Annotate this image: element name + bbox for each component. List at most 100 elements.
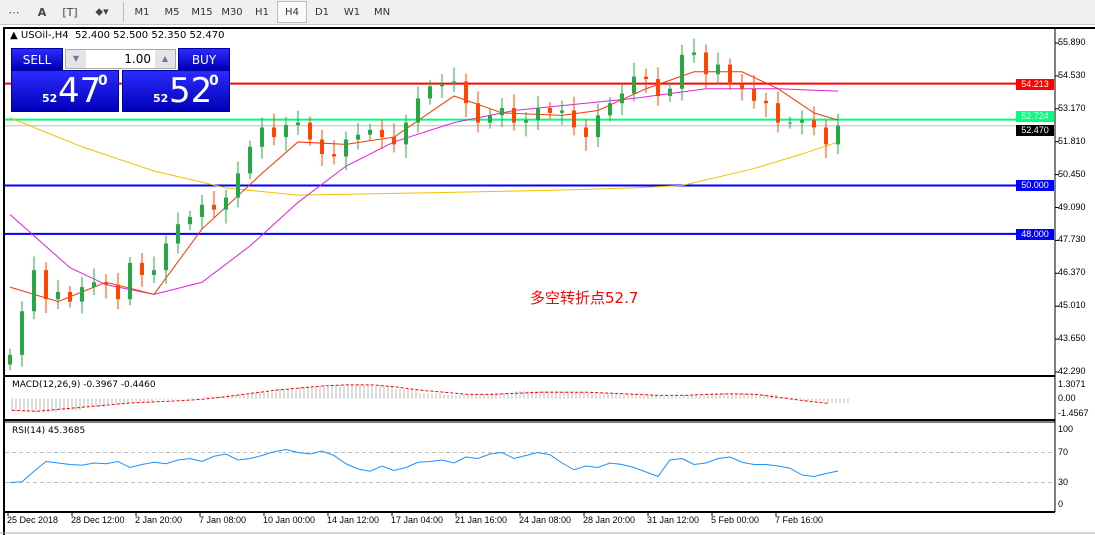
chart-title: ▲ USOil-,H4 52.400 52.500 52.350 52.470 (10, 30, 225, 41)
candle-body (8, 354, 12, 365)
rsi-tick-label: 70 (1058, 446, 1069, 457)
timeframe-mn[interactable]: MN (373, 6, 391, 18)
rsi-tick-label: 100 (1058, 424, 1074, 434)
candle-body (572, 110, 576, 128)
text-A-icon[interactable]: A (37, 5, 47, 19)
candle-body (356, 134, 360, 140)
buy-button[interactable]: BUY (178, 48, 230, 70)
candle-body (272, 127, 276, 138)
price-tick-label: 55.890 (1058, 37, 1086, 47)
candle-body (488, 115, 492, 123)
timeframe-h1[interactable]: H1 (255, 6, 269, 18)
buy-price[interactable]: 52 52 0 (122, 70, 230, 112)
sell-price-small: 52 (42, 92, 58, 105)
timeframe-m5[interactable]: M5 (164, 6, 180, 18)
timeframe-m1[interactable]: M1 (134, 6, 150, 18)
level-tag-pivot: 52.724 (1016, 110, 1054, 122)
time-tick-label: 28 Jan 20:00 (583, 515, 636, 525)
sell-price[interactable]: 52 47 0 (11, 70, 119, 112)
timeframe-h4[interactable]: H4 (277, 1, 307, 23)
candle-body (68, 291, 72, 302)
candle-body (668, 88, 672, 96)
candle-body (812, 120, 816, 128)
sell-button[interactable]: SELL (11, 48, 63, 70)
candle-body (80, 287, 84, 302)
candle-body (740, 83, 744, 89)
candle-body (428, 86, 432, 99)
candle-body (404, 122, 408, 145)
time-tick-label: 17 Jan 04:00 (391, 515, 444, 525)
price-tick-label: 49.090 (1058, 201, 1086, 212)
ma-slow-line (9, 117, 839, 196)
timeframe-bar: M1 M5 M15 M30 H1 H4 D1 W1 MN (127, 1, 397, 23)
timeframe-w1[interactable]: W1 (343, 6, 361, 18)
candle-body (824, 127, 828, 145)
candle-body (344, 139, 348, 157)
candle-body (368, 129, 372, 135)
sell-price-big: 47 (58, 71, 102, 111)
buy-price-big: 52 (169, 71, 213, 111)
timeframe-d1[interactable]: D1 (314, 6, 330, 18)
price-tick-label: 54.530 (1058, 69, 1086, 80)
candle-body (560, 110, 564, 113)
candle-body (704, 52, 708, 75)
candle-body (32, 270, 36, 312)
candle-body (176, 224, 180, 244)
level-tag-support: 50.000 (1016, 180, 1054, 192)
level-tag-support: 48.000 (1016, 228, 1054, 240)
candle-body (752, 88, 756, 101)
ohlc: 52.400 52.500 52.350 52.470 (75, 30, 225, 41)
candle-body (248, 146, 252, 174)
lot-increase-icon[interactable]: ▲ (155, 50, 175, 68)
price-tick-label: 47.730 (1058, 234, 1086, 245)
price-tick-label: 50.450 (1058, 168, 1086, 179)
time-tick-label: 10 Jan 00:00 (263, 515, 316, 525)
candle-body (596, 115, 600, 138)
candle-body (236, 173, 240, 198)
time-tick-label: 14 Jan 12:00 (327, 515, 380, 525)
macd-tick-label: 1.3071 (1058, 378, 1086, 389)
lot-stepper[interactable]: ▼ ▲ (65, 49, 176, 69)
candle-body (380, 129, 384, 138)
timeframe-m30[interactable]: M30 (221, 6, 243, 18)
macd-tick-label: 0.00 (1058, 392, 1076, 403)
arrows-icon[interactable]: ⬥▾ (95, 5, 109, 18)
price-tick-label: 42.290 (1058, 366, 1086, 376)
candle-body (608, 103, 612, 116)
separator (123, 2, 124, 22)
time-tick-label: 25 Dec 2018 (7, 515, 59, 525)
time-tick-label: 2 Jan 20:00 (135, 515, 183, 525)
price-tick-label: 46.370 (1058, 267, 1086, 278)
macd-title: MACD(12,26,9) -0.3967 -0.4460 (12, 380, 156, 390)
lot-input[interactable] (86, 50, 155, 68)
candle-body (188, 216, 192, 225)
buy-price-small: 52 (153, 92, 169, 105)
macd-tick-label: -1.4567 (1058, 408, 1089, 419)
text-label-T-icon[interactable]: [T] (62, 5, 78, 19)
rsi-tick-label: 0 (1058, 499, 1064, 509)
candle-body (512, 108, 516, 123)
chart-frame (3, 27, 1095, 535)
price-tick-label: 43.650 (1058, 333, 1086, 344)
buy-price-sup: 0 (209, 73, 219, 89)
rsi-tick-label: 30 (1058, 476, 1069, 487)
candle-body (728, 64, 732, 84)
lot-decrease-icon[interactable]: ▼ (66, 50, 86, 68)
candle-body (452, 81, 456, 84)
time-tick-label: 24 Jan 08:00 (519, 515, 572, 525)
candle-body (200, 204, 204, 217)
candle-body (164, 243, 168, 271)
candle-body (296, 122, 300, 126)
candle-body (620, 93, 624, 104)
timeframe-m15[interactable]: M15 (191, 6, 213, 18)
candle-body (20, 311, 24, 355)
candle-body (644, 76, 648, 80)
time-tick-label: 5 Feb 00:00 (711, 515, 760, 525)
candle-body (152, 270, 156, 275)
pivot-annotation: 多空转折点52.7 (530, 289, 639, 307)
grid-F-icon[interactable]: ⋯ (8, 5, 20, 19)
candle-body (212, 204, 216, 210)
rsi-title: RSI(14) 45.3685 (12, 426, 86, 436)
candle-body (548, 108, 552, 113)
